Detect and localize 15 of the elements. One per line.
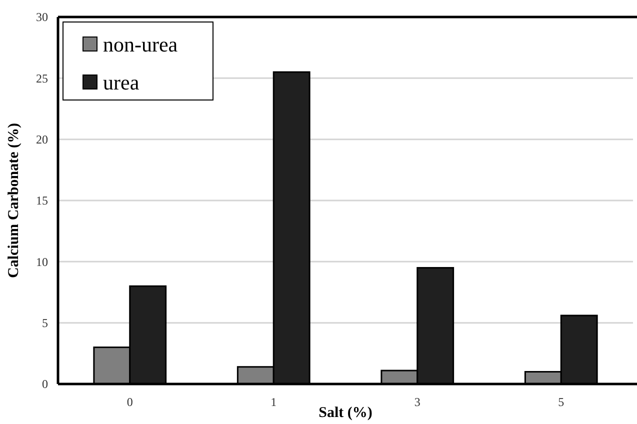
y-tick-label: 20 — [36, 132, 48, 147]
y-tick-label: 30 — [36, 10, 48, 24]
y-tick-label: 5 — [42, 316, 48, 330]
legend-label: urea — [103, 70, 140, 94]
x-tick-label: 5 — [558, 395, 564, 409]
y-tick-label: 0 — [42, 377, 48, 392]
y-tick-label: 10 — [36, 254, 48, 269]
x-axis-title: Salt (%) — [318, 405, 372, 421]
x-tick-label: 1 — [270, 395, 277, 409]
y-tick-label: 15 — [36, 194, 48, 208]
x-tick-label: 0 — [126, 395, 133, 409]
legend-label: non-urea — [103, 32, 178, 56]
y-tick-label: 25 — [36, 71, 48, 86]
y-axis-title: Calcium Carbonate (%) — [6, 123, 22, 278]
x-tick-label: 3 — [414, 395, 420, 409]
